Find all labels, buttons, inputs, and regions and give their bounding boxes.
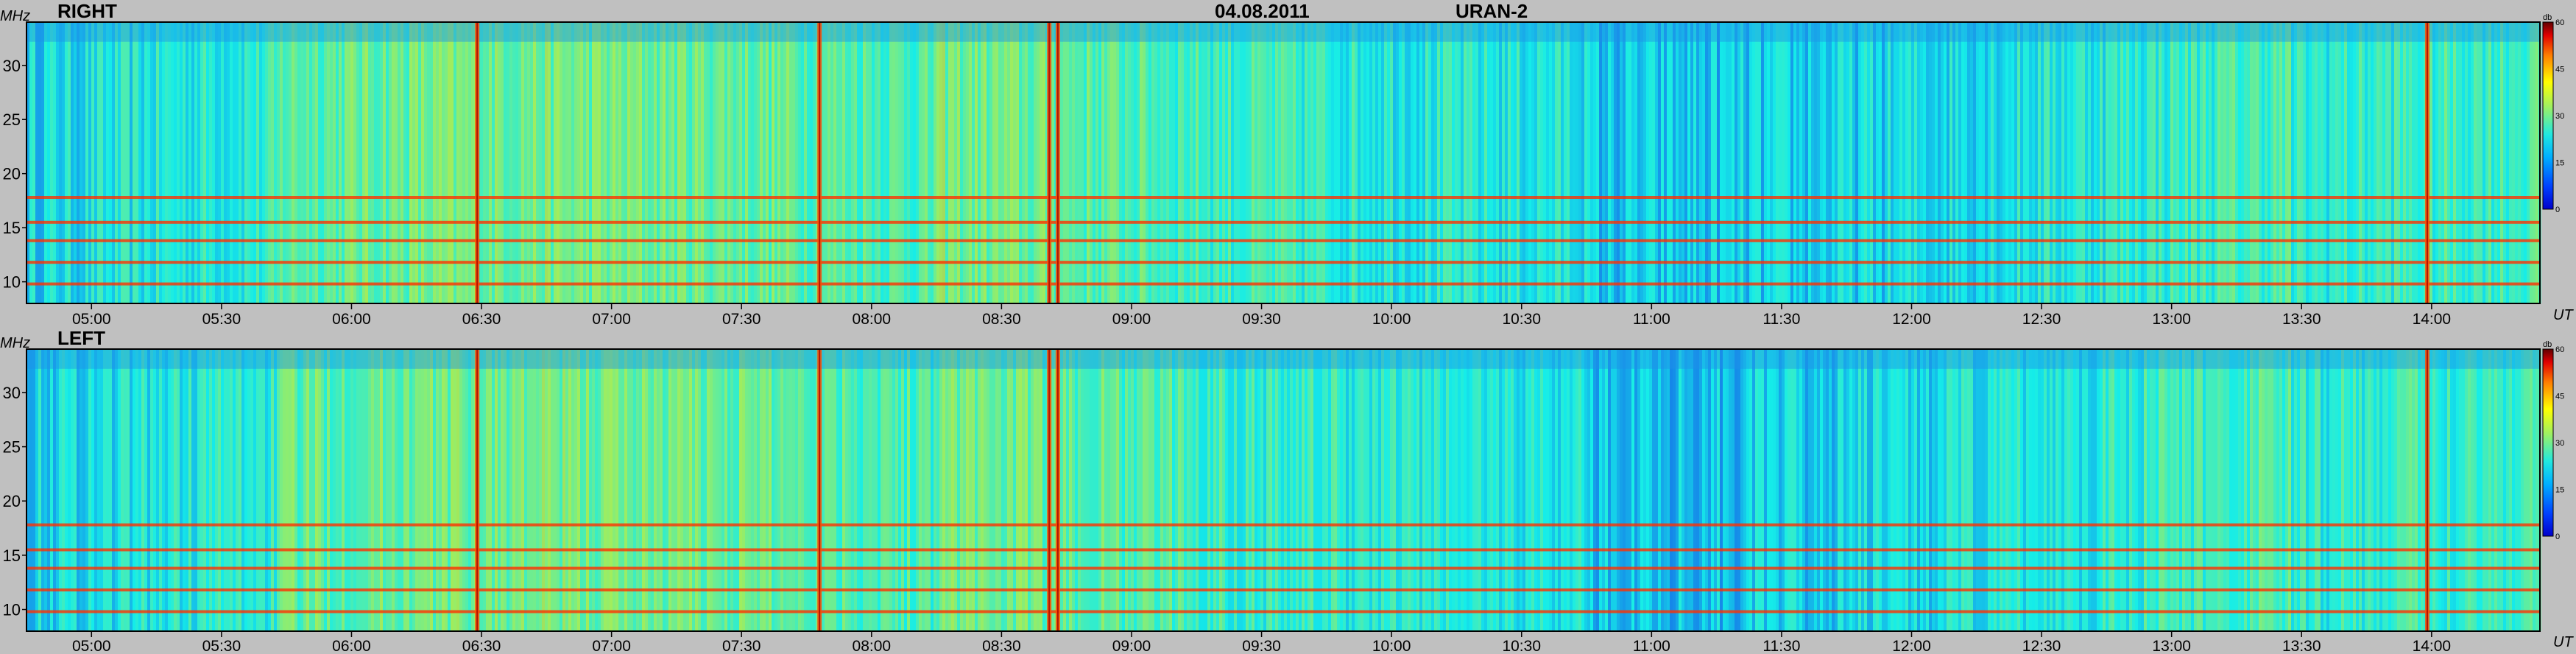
x-tick-label: 09:30 (1242, 311, 1281, 328)
y-unit-label: MHz (0, 335, 30, 351)
x-tick-label: 07:30 (722, 311, 761, 328)
colorbar-tick-label: 60 (2555, 345, 2564, 354)
x-axis: 05:00 05:30 06:00 06:30 07:00 07:30 08:00 08:30… (72, 303, 2451, 328)
x-tick-label: 11:30 (1762, 311, 1800, 328)
x-tick-label: 13:00 (2152, 311, 2191, 328)
x-tick-label: 11:00 (1633, 638, 1670, 654)
x-tick-label: 10:30 (1502, 311, 1541, 328)
colorbar-tick-label: 0 (2555, 532, 2560, 541)
y-axis: 10 15 20 25 30 (3, 384, 27, 619)
x-tick-label: 11:00 (1633, 311, 1670, 328)
colorbar-tick-label: 45 (2555, 393, 2564, 401)
x-unit-label: UT (2553, 307, 2574, 323)
band-line (27, 566, 2540, 570)
panel-left: LEFT MHz UT db 10 15 20 25 30 05:00 05:30 06:0… (0, 327, 2574, 654)
y-tick-label: 20 (3, 492, 21, 510)
x-tick-label: 10:30 (1502, 638, 1541, 654)
x-tick-label: 06:30 (462, 311, 501, 328)
y-tick-label: 30 (3, 384, 21, 402)
colorbar-tick-label: 45 (2555, 66, 2564, 74)
plot-frame (26, 21, 2541, 304)
y-tick-label: 10 (3, 601, 21, 619)
x-tick-label: 07:00 (592, 638, 631, 654)
x-tick-label: 06:30 (462, 638, 501, 654)
colorbar (2542, 348, 2554, 537)
band-line (27, 523, 2540, 527)
band-line (27, 220, 2540, 224)
y-unit-label: MHz (0, 8, 30, 24)
band-line (27, 588, 2540, 592)
y-tick-label: 30 (3, 57, 21, 75)
panel-label: RIGHT (57, 0, 117, 22)
x-tick-label: 08:30 (982, 311, 1021, 328)
x-tick-label: 07:30 (722, 638, 761, 654)
x-tick-label: 05:00 (72, 638, 111, 654)
colorbar-ticks: 0 15 30 45 60 (2555, 345, 2564, 541)
band-line (27, 548, 2540, 552)
panel-label: LEFT (57, 327, 105, 349)
x-tick-label: 12:00 (1892, 638, 1931, 654)
x-tick-label: 14:00 (2413, 311, 2452, 328)
band-line (27, 239, 2540, 242)
x-tick-label: 09:00 (1112, 638, 1151, 654)
y-tick-label: 15 (3, 219, 21, 237)
x-tick-label: 05:30 (202, 638, 241, 654)
y-tick-label: 20 (3, 165, 21, 183)
x-tick-label: 10:00 (1372, 638, 1411, 654)
band-line (27, 282, 2540, 286)
band-line (27, 610, 2540, 613)
x-tick-label: 10:00 (1372, 311, 1411, 328)
x-tick-label: 09:30 (1242, 638, 1281, 654)
x-tick-label: 05:30 (202, 311, 241, 328)
colorbar-tick-label: 30 (2555, 439, 2564, 448)
x-tick-label: 08:30 (982, 638, 1021, 654)
x-unit-label: UT (2553, 634, 2574, 650)
x-tick-label: 07:00 (592, 311, 631, 328)
x-tick-label: 14:00 (2413, 638, 2452, 654)
spectrogram-content (27, 349, 2541, 631)
instrument-label: URAN-2 (1455, 0, 1528, 22)
y-axis: 10 15 20 25 30 (3, 57, 27, 292)
colorbar-unit-label: db (2543, 13, 2552, 22)
colorbar-unit-label: db (2543, 340, 2552, 349)
x-tick-label: 12:30 (2022, 311, 2061, 328)
x-tick-label: 09:00 (1112, 311, 1151, 328)
x-tick-label: 05:00 (72, 311, 111, 328)
colorbar-tick-label: 0 (2555, 205, 2560, 214)
plot-frame (26, 348, 2541, 632)
x-axis: 05:00 05:30 06:00 06:30 07:00 07:30 08:00 08:30… (72, 631, 2451, 654)
colorbar-tick-label: 15 (2555, 159, 2564, 168)
x-tick-label: 13:00 (2152, 638, 2191, 654)
x-tick-label: 08:00 (853, 638, 892, 654)
colorbar-tick-label: 15 (2555, 486, 2564, 495)
x-tick-label: 12:30 (2022, 638, 2061, 654)
band-line (27, 261, 2540, 264)
x-tick-label: 13:30 (2282, 638, 2321, 654)
y-tick-label: 10 (3, 273, 21, 292)
y-tick-label: 15 (3, 546, 21, 565)
y-tick-label: 25 (3, 110, 21, 129)
x-tick-label: 12:00 (1892, 311, 1931, 328)
colorbar-tick-label: 30 (2555, 112, 2564, 121)
x-tick-label: 06:00 (332, 311, 371, 328)
y-tick-label: 25 (3, 438, 21, 457)
colorbar-ticks: 0 15 30 45 60 (2555, 18, 2564, 214)
band-line (27, 196, 2540, 200)
date-label: 04.08.2011 (1215, 0, 1310, 22)
colorbar-tick-label: 60 (2555, 18, 2564, 27)
x-tick-label: 08:00 (853, 311, 892, 328)
x-tick-label: 13:30 (2282, 311, 2321, 328)
panel-right: RIGHT MHz UT db 10 15 20 25 30 05:00 05:30 06:… (0, 0, 2574, 328)
spectrogram-content (27, 22, 2541, 303)
x-tick-label: 11:30 (1762, 638, 1800, 654)
x-tick-label: 06:00 (332, 638, 371, 654)
colorbar (2542, 21, 2554, 210)
